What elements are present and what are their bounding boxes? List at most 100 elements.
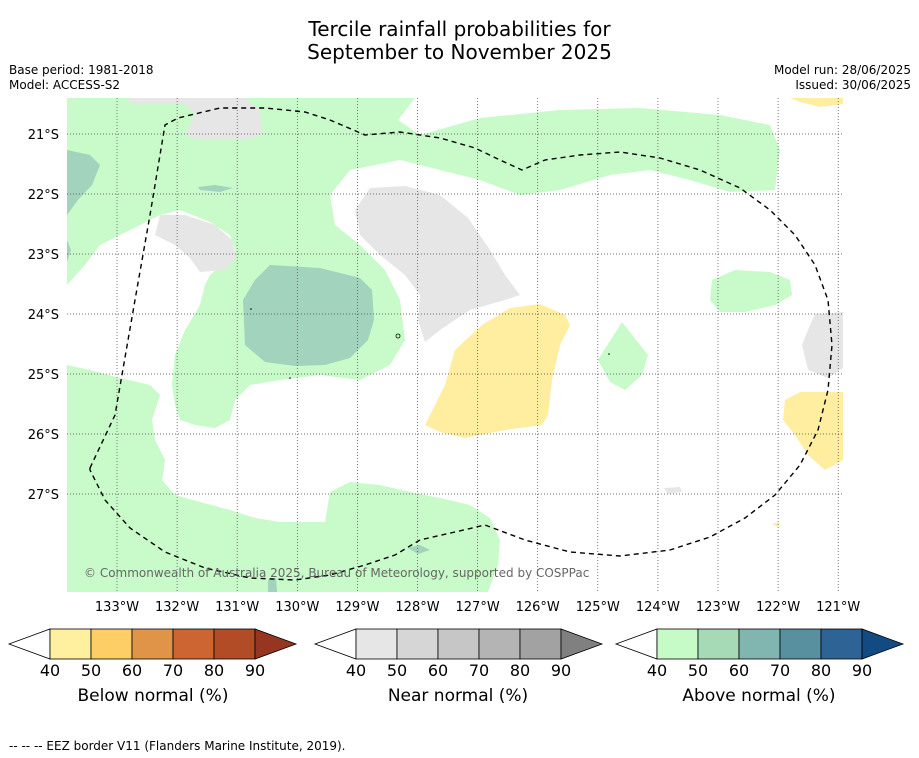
- colorbar-segment: [131, 628, 174, 660]
- colorbar-over-triangle: [254, 628, 298, 660]
- near-normal-region-center: [355, 186, 520, 342]
- colorbar-title-near: Near normal (%): [387, 686, 529, 706]
- colorbar-tick-label: 90: [852, 661, 872, 680]
- latitude-label: 24°S: [28, 308, 59, 323]
- above-normal-region-southwest: [67, 365, 500, 592]
- base-period: Base period: 1981-2018: [9, 63, 154, 77]
- latitude-label: 21°S: [28, 128, 59, 143]
- colorbar-segment: [820, 628, 863, 660]
- above-normal-region-east-1: [710, 270, 792, 312]
- colorbar-over-triangle: [861, 628, 905, 660]
- colorbar-2: 40 50 60 70 80 90: [614, 628, 905, 680]
- colorbars: 40 50 60 70 80 90 40 50 60 70 80 90 40 50 60 70 80 90: [7, 628, 905, 680]
- below-normal-region-top-right: [790, 98, 843, 107]
- probability-regions: [67, 98, 843, 592]
- longitude-label: 124°W: [636, 600, 680, 615]
- above-normal-region-west: [67, 98, 780, 428]
- latitude-label: 26°S: [28, 428, 59, 443]
- colorbar-under-triangle: [7, 628, 51, 660]
- near-normal-region-top: [130, 98, 262, 140]
- above-normal-50-west-edge: [67, 150, 100, 215]
- island-marker-2: [250, 308, 252, 310]
- colorbar-segment: [90, 628, 133, 660]
- colorbar-over-triangle: [560, 628, 604, 660]
- colorbar-segment: [172, 628, 215, 660]
- issued-date: Issued: 30/06/2025: [795, 78, 911, 92]
- colorbar-tick-label: 70: [770, 661, 790, 680]
- colorbar-segment: [738, 628, 781, 660]
- below-normal-region-east: [783, 392, 843, 470]
- longitude-label: 128°W: [395, 600, 439, 615]
- below-normal-region-small: [772, 522, 780, 527]
- colorbar-tick-label: 90: [551, 661, 571, 680]
- colorbar-tick-label: 70: [163, 661, 183, 680]
- longitude-label: 123°W: [696, 600, 740, 615]
- meta-right: Model run: 28/06/2025 Issued: 30/06/2025: [774, 63, 911, 93]
- colorbar-tick-label: 40: [40, 661, 60, 680]
- colorbar-segment: [697, 628, 740, 660]
- colorbar-tick-label: 80: [811, 661, 831, 680]
- model-run: Model run: 28/06/2025: [773, 63, 911, 77]
- colorbar-segment: [478, 628, 521, 660]
- model-name: Model: ACCESS-S2: [9, 78, 121, 92]
- longitude-label: 126°W: [516, 600, 560, 615]
- longitude-label: 122°W: [756, 600, 800, 615]
- colorbar-title-above: Above normal (%): [682, 686, 836, 706]
- above-normal-region-east-2: [598, 322, 648, 390]
- island-marker-1: [395, 333, 401, 339]
- longitude-label: 130°W: [275, 600, 319, 615]
- colorbar-tick-label: 40: [647, 661, 667, 680]
- colorbar-tick-label: 80: [510, 661, 530, 680]
- below-normal-region-center: [425, 304, 570, 438]
- colorbar-title-below: Below normal (%): [77, 686, 229, 706]
- gridlines: [67, 98, 843, 592]
- latitude-label: 22°S: [28, 188, 59, 203]
- near-normal-region-small: [664, 487, 682, 494]
- longitude-label: 125°W: [576, 600, 620, 615]
- longitude-label: 133°W: [95, 600, 139, 615]
- above-normal-50-west-small: [67, 240, 71, 262]
- colorbar-tick-label: 60: [729, 661, 749, 680]
- colorbar-tick-label: 90: [245, 661, 265, 680]
- longitude-label: 131°W: [215, 600, 259, 615]
- above-normal-50-small: [198, 185, 233, 192]
- colorbar-segment: [519, 628, 562, 660]
- latitude-label: 27°S: [28, 488, 59, 503]
- longitude-label: 121°W: [816, 600, 860, 615]
- colorbar-segment: [779, 628, 822, 660]
- longitude-label: 127°W: [456, 600, 500, 615]
- longitude-label: 132°W: [155, 600, 199, 615]
- near-normal-region-west: [155, 215, 236, 272]
- colorbar-tick-label: 50: [81, 661, 101, 680]
- colorbar-tick-label: 70: [469, 661, 489, 680]
- colorbar-tick-label: 80: [204, 661, 224, 680]
- title-line-2: September to November 2025: [307, 40, 612, 64]
- above-normal-50-south: [408, 545, 430, 554]
- island-marker-3: [289, 377, 291, 379]
- latitude-label: 25°S: [28, 368, 59, 383]
- colorbar-segment: [656, 628, 699, 660]
- colorbar-under-triangle: [313, 628, 357, 660]
- map-title: Tercile rainfall probabilities for Septe…: [0, 18, 919, 64]
- colorbar-tick-label: 60: [428, 661, 448, 680]
- above-normal-50-center: [243, 265, 374, 366]
- colorbar-segment: [396, 628, 439, 660]
- above-normal-50-bottom: [268, 578, 277, 592]
- colorbar-segment: [355, 628, 398, 660]
- colorbar-1: 40 50 60 70 80 90: [313, 628, 604, 680]
- eez-footnote: -- -- -- EEZ border V11 (Flanders Marine…: [9, 739, 346, 753]
- colorbar-segment: [213, 628, 256, 660]
- colorbar-tick-label: 60: [122, 661, 142, 680]
- colorbar-segment: [49, 628, 92, 660]
- colorbar-segment: [437, 628, 480, 660]
- copyright-text: © Commonwealth of Australia 2025, Bureau…: [84, 566, 589, 580]
- meta-left: Base period: 1981-2018 Model: ACCESS-S2: [9, 63, 154, 93]
- near-normal-region-east: [802, 312, 843, 378]
- colorbar-under-triangle: [614, 628, 658, 660]
- island-marker-4: [608, 353, 610, 355]
- eez-border: [89, 107, 833, 581]
- latitude-labels: 21°S 22°S 23°S 24°S 25°S 26°S 27°S: [28, 128, 59, 503]
- longitude-label: 129°W: [335, 600, 379, 615]
- colorbar-tick-label: 50: [688, 661, 708, 680]
